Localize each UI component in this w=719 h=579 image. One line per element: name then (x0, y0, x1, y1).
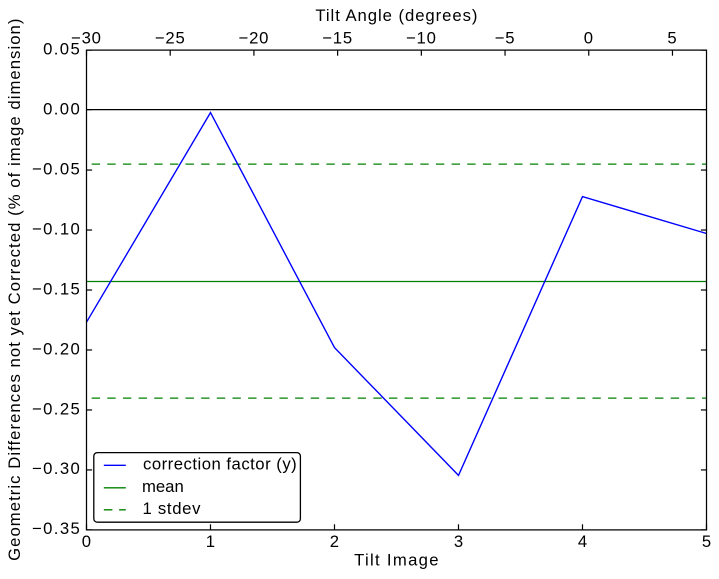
svg-text:4: 4 (578, 532, 587, 551)
svg-text:−15: −15 (322, 29, 353, 48)
svg-text:−5: −5 (495, 29, 516, 48)
svg-text:−0.05: −0.05 (32, 159, 81, 178)
svg-text:0.00: 0.00 (43, 99, 81, 118)
svg-text:1 stdev: 1 stdev (143, 499, 202, 518)
svg-text:−0.10: −0.10 (32, 219, 81, 238)
svg-text:−0.25: −0.25 (32, 399, 81, 418)
svg-text:correction factor (y): correction factor (y) (143, 455, 297, 474)
svg-text:Geometric Differences not yet: Geometric Differences not yet Corrected … (5, 18, 24, 561)
svg-text:−0.30: −0.30 (32, 459, 81, 478)
svg-text:5: 5 (702, 532, 711, 551)
svg-text:5: 5 (667, 29, 677, 48)
svg-text:mean: mean (142, 477, 184, 496)
svg-text:2: 2 (330, 532, 339, 551)
svg-text:−0.35: −0.35 (32, 519, 81, 538)
svg-text:Tilt Angle (degrees): Tilt Angle (degrees) (315, 6, 478, 25)
svg-text:Tilt Image: Tilt Image (354, 551, 440, 570)
svg-text:0: 0 (584, 29, 594, 48)
svg-text:1: 1 (206, 532, 215, 551)
svg-text:−25: −25 (155, 29, 186, 48)
svg-text:−30: −30 (71, 29, 102, 48)
svg-text:0: 0 (82, 532, 91, 551)
svg-text:3: 3 (454, 532, 463, 551)
svg-text:0.05: 0.05 (43, 39, 81, 58)
svg-text:−10: −10 (406, 29, 437, 48)
svg-text:−0.15: −0.15 (32, 279, 81, 298)
svg-text:−20: −20 (239, 29, 270, 48)
svg-text:−0.20: −0.20 (32, 339, 81, 358)
